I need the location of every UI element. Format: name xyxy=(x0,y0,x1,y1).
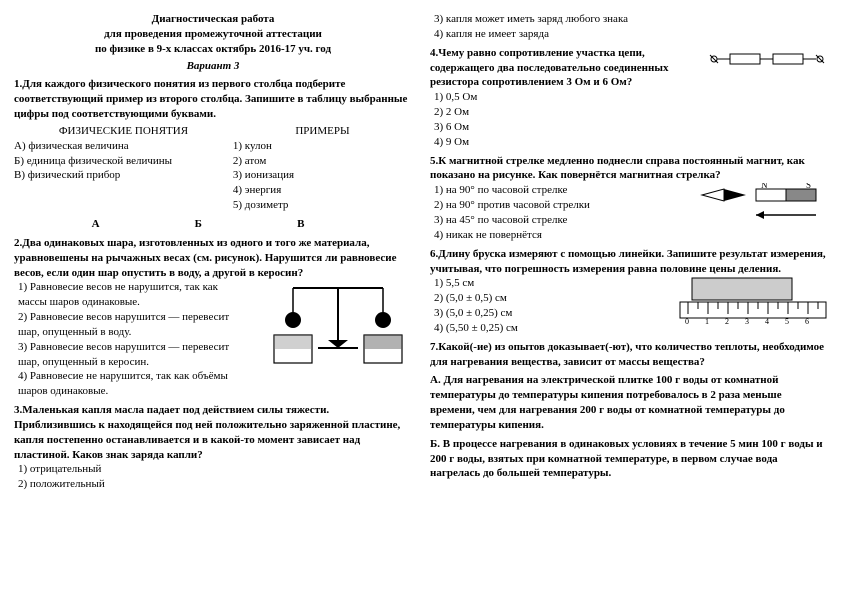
header-line1: Диагностическая работа xyxy=(14,12,412,27)
q1-right-3: 3) ионизация xyxy=(233,168,412,183)
q4-opt3: 3) 6 Ом xyxy=(434,120,828,135)
q3-prompt: 3.Маленькая капля масла падает под дейст… xyxy=(14,403,412,462)
q1-letters: А Б В xyxy=(44,217,352,232)
q3-opt3: 3) капля может иметь заряд любого знака xyxy=(434,12,828,27)
q1-left-a: А) физическая величина xyxy=(14,139,233,154)
q2-opt3: 3) Равновесие весов нарушится — перевеси… xyxy=(18,340,237,370)
svg-text:0: 0 xyxy=(685,317,689,326)
q1-right-1: 1) кулон xyxy=(233,139,412,154)
q6-opt3: 3) (5,0 ± 0,25) см xyxy=(434,306,653,321)
q2-prompt: 2.Два одинаковых шара, изготовленных из … xyxy=(14,236,412,281)
q6-opt4: 4) (5,50 ± 0,25) см xyxy=(434,321,653,336)
q6-opt2: 2) (5,0 ± 0,5) см xyxy=(434,291,653,306)
letter-a: А xyxy=(92,217,100,232)
q4-opt2: 2) 2 Ом xyxy=(434,105,828,120)
q2-opt4: 4) Равновесие не нарушится, так как объё… xyxy=(18,369,237,399)
q2-body: 1) Равновесие весов не нарушится, так ка… xyxy=(14,280,412,399)
left-column: Диагностическая работа для проведения пр… xyxy=(14,12,412,492)
q1-row: 4) энергия xyxy=(14,183,412,198)
compass-magnet-icon: N S xyxy=(698,183,828,229)
q5-prompt: 5.К магнитной стрелке медленно поднесли … xyxy=(430,154,828,184)
q1-right-5: 5) дозиметр xyxy=(233,198,412,213)
q6-options: 1) 5,5 см 2) (5,0 ± 0,5) см 3) (5,0 ± 0,… xyxy=(434,276,653,335)
q3-options-cont: 3) капля может иметь заряд любого знака … xyxy=(434,12,828,42)
q1-row: 5) дозиметр xyxy=(14,198,412,213)
magnet-s-label: S xyxy=(806,183,811,190)
q7-a: А. Для нагревания на электрической плитк… xyxy=(430,373,828,432)
q7-prompt: 7.Какой(-ие) из опытов доказывает(-ют), … xyxy=(430,340,828,370)
q7-b: Б. В процессе нагревания в одинаковых ус… xyxy=(430,437,828,482)
page: Диагностическая работа для проведения пр… xyxy=(14,12,828,492)
right-column: 3) капля может иметь заряд любого знака … xyxy=(430,12,828,492)
q2-opt2: 2) Равновесие весов нарушится — перевеси… xyxy=(18,310,237,340)
q3-options: 1) отрицательный 2) положительный xyxy=(18,462,412,492)
variant-label: Вариант 3 xyxy=(14,59,412,74)
magnet-n-label: N xyxy=(761,183,768,190)
q1-right-2: 2) атом xyxy=(233,154,412,169)
q3-opt4: 4) капля не имеет заряда xyxy=(434,27,828,42)
q1-left-c: В) физический прибор xyxy=(14,168,233,183)
q5-opt1: 1) на 90° по часовой стрелке xyxy=(434,183,673,198)
header-line2: для проведения промежуточной аттестации xyxy=(14,27,412,42)
letter-b: Б xyxy=(195,217,202,232)
q1-prompt: 1.Для каждого физического понятия из пер… xyxy=(14,77,412,122)
q1-head-right: ПРИМЕРЫ xyxy=(233,124,412,139)
resistor-icon xyxy=(708,46,828,72)
q1-head-left: ФИЗИЧЕСКИЕ ПОНЯТИЯ xyxy=(14,124,233,139)
q6-body: 0 1 2 3 4 5 6 1) 5,5 см 2) (5,0 ± 0,5) см 3) (… xyxy=(430,276,828,335)
svg-text:5: 5 xyxy=(785,317,789,326)
q5-opt2: 2) на 90° против часовой стрелки xyxy=(434,198,673,213)
q1-right-4: 4) энергия xyxy=(233,183,412,198)
q5-options: 1) на 90° по часовой стрелке 2) на 90° п… xyxy=(434,183,673,242)
q1-row: А) физическая величина1) кулон xyxy=(14,139,412,154)
ruler-icon: 0 1 2 3 4 5 6 xyxy=(678,276,828,326)
q6-prompt: 6.Длину бруска измеряют с помощью линейк… xyxy=(430,247,828,277)
header-line3: по физике в 9-х классах октябрь 2016-17 … xyxy=(14,42,412,57)
q1-row: Б) единица физической величины2) атом xyxy=(14,154,412,169)
q4-options: 1) 0,5 Ом 2) 2 Ом 3) 6 Ом 4) 9 Ом xyxy=(434,90,828,149)
q5-opt3: 3) на 45° по часовой стрелке xyxy=(434,213,673,228)
q4-opt1: 1) 0,5 Ом xyxy=(434,90,828,105)
q5-opt4: 4) никак не повернётся xyxy=(434,228,673,243)
svg-text:4: 4 xyxy=(765,317,769,326)
q5-body: N S 1) на 90° по часовой стрелке 2) на 9… xyxy=(430,183,828,242)
q6-opt1: 1) 5,5 см xyxy=(434,276,653,291)
balance-icon xyxy=(268,280,408,380)
q3-opt1: 1) отрицательный xyxy=(18,462,412,477)
svg-text:3: 3 xyxy=(745,317,749,326)
q4-opt4: 4) 9 Ом xyxy=(434,135,828,150)
q1-left-b: Б) единица физической величины xyxy=(14,154,233,169)
q4-text: 4.Чему равно сопротивление участка цепи,… xyxy=(430,47,668,89)
q4-prompt: 4.Чему равно сопротивление участка цепи,… xyxy=(430,46,828,91)
q3-opt2: 2) положительный xyxy=(18,477,412,492)
q1-table-head: ФИЗИЧЕСКИЕ ПОНЯТИЯ ПРИМЕРЫ xyxy=(14,124,412,139)
svg-text:1: 1 xyxy=(705,317,709,326)
q2-opt1: 1) Равновесие весов не нарушится, так ка… xyxy=(18,280,237,310)
q2-options: 1) Равновесие весов не нарушится, так ка… xyxy=(18,280,237,399)
svg-text:2: 2 xyxy=(725,317,729,326)
letter-v: В xyxy=(297,217,304,232)
svg-text:6: 6 xyxy=(805,317,809,326)
q1-row: В) физический прибор3) ионизация xyxy=(14,168,412,183)
